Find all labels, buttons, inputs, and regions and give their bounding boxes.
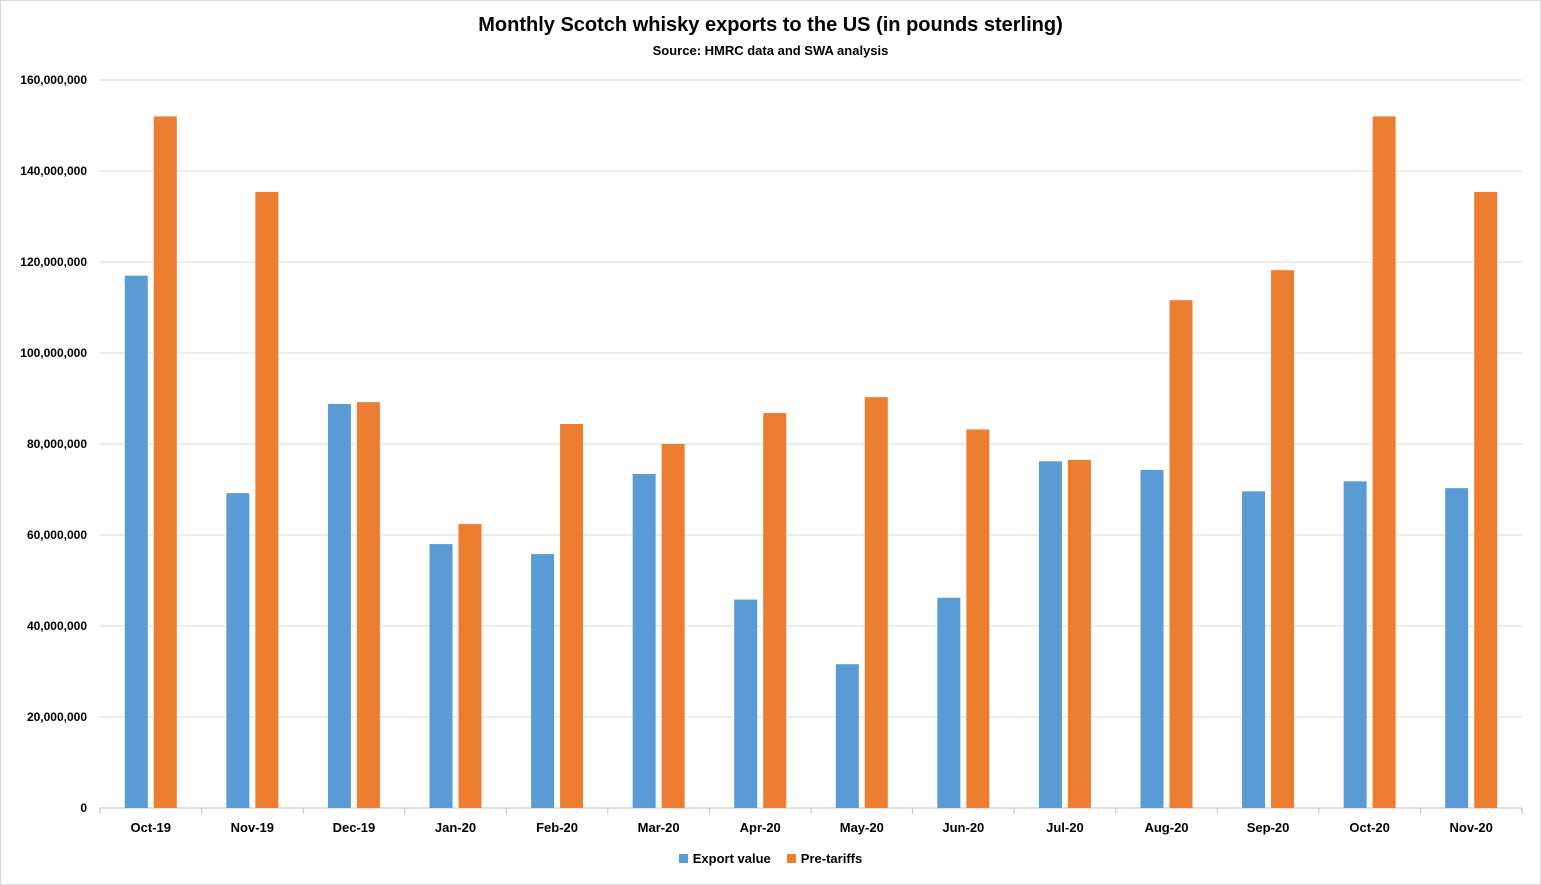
legend-swatch-export-value: [678, 854, 688, 863]
legend-label-pre-tariffs: Pre-tariffs: [800, 851, 863, 866]
bar-pre-tariffs-feb-20: [560, 423, 584, 808]
x-tick-label: Nov-20: [1450, 820, 1493, 835]
bar-export-value-jun-20: [937, 597, 961, 808]
legend-item-export-value: Export value: [678, 851, 771, 866]
bar-pre-tariffs-oct-19: [153, 116, 177, 808]
x-tick-label: Oct-20: [1349, 820, 1389, 835]
bar-export-value-oct-19: [124, 275, 148, 808]
x-tick-label: Mar-20: [638, 820, 680, 835]
x-tick-label: May-20: [840, 820, 884, 835]
bar-export-value-oct-20: [1343, 481, 1367, 808]
bar-export-value-nov-19: [226, 493, 250, 808]
y-tick-label: 100,000,000: [20, 346, 87, 360]
bar-export-value-nov-20: [1445, 488, 1469, 808]
bar-pre-tariffs-mar-20: [661, 444, 685, 808]
bar-pre-tariffs-jul-20: [1067, 459, 1091, 808]
x-tick-label: Jul-20: [1046, 820, 1084, 835]
bar-export-value-apr-20: [734, 599, 758, 808]
y-tick-label: 160,000,000: [20, 73, 87, 87]
x-tick-label: Feb-20: [536, 820, 578, 835]
bar-export-value-jan-20: [429, 544, 453, 808]
legend-swatch-pre-tariffs: [786, 854, 796, 863]
x-tick-label: Oct-19: [131, 820, 171, 835]
legend-item-pre-tariffs: Pre-tariffs: [786, 851, 863, 866]
chart-subtitle: Source: HMRC data and SWA analysis: [652, 43, 889, 58]
bar-export-value-may-20: [835, 664, 859, 808]
y-tick-label: 40,000,000: [27, 619, 87, 633]
x-tick-label: Aug-20: [1144, 820, 1188, 835]
y-tick-label: 0: [80, 801, 87, 815]
y-tick-label: 80,000,000: [27, 437, 87, 451]
bar-export-value-mar-20: [632, 474, 656, 808]
bar-pre-tariffs-nov-20: [1474, 191, 1498, 808]
legend-label-export-value: Export value: [692, 851, 771, 866]
x-tick-label: Apr-20: [740, 820, 781, 835]
bar-pre-tariffs-apr-20: [763, 413, 787, 808]
bar-export-value-feb-20: [531, 554, 555, 808]
y-tick-label: 60,000,000: [27, 528, 87, 542]
x-tick-label: Sep-20: [1247, 820, 1290, 835]
x-tick-label: Dec-19: [333, 820, 376, 835]
legend: Export value Pre-tariffs: [0, 851, 1541, 866]
chart-title: Monthly Scotch whisky exports to the US …: [478, 14, 1063, 36]
y-tick-label: 120,000,000: [20, 255, 87, 269]
bar-export-value-sep-20: [1242, 491, 1266, 808]
y-tick-label: 140,000,000: [20, 164, 87, 178]
y-tick-label: 20,000,000: [27, 710, 87, 724]
bar-pre-tariffs-may-20: [864, 397, 888, 808]
bar-pre-tariffs-aug-20: [1169, 300, 1193, 808]
bar-pre-tariffs-oct-20: [1372, 116, 1396, 808]
bar-pre-tariffs-jan-20: [458, 524, 482, 808]
bar-pre-tariffs-sep-20: [1271, 270, 1295, 808]
bar-pre-tariffs-dec-19: [356, 402, 380, 808]
bar-export-value-aug-20: [1140, 469, 1164, 808]
bar-export-value-jul-20: [1038, 461, 1062, 808]
bar-pre-tariffs-nov-19: [255, 191, 279, 808]
x-tick-label: Jan-20: [435, 820, 476, 835]
x-tick-label: Jun-20: [942, 820, 984, 835]
bar-pre-tariffs-jun-20: [966, 429, 990, 808]
x-tick-label: Nov-19: [231, 820, 274, 835]
bar-export-value-dec-19: [327, 403, 351, 808]
